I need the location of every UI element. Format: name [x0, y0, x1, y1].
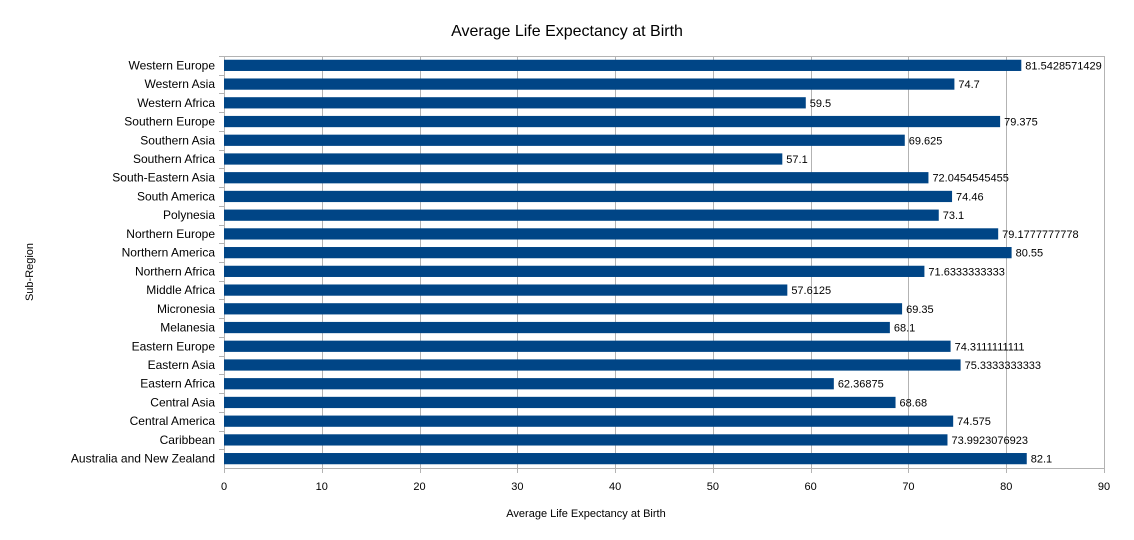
- y-axis-title: Sub-Region: [24, 243, 36, 301]
- bar: [224, 284, 788, 296]
- category-label: Northern Africa: [135, 264, 215, 278]
- x-tick-label: 50: [707, 481, 719, 493]
- data-label: 74.3111111111: [955, 341, 1025, 353]
- plot-frame: [224, 56, 1105, 469]
- data-label: 57.1: [786, 154, 807, 166]
- data-label: 74.575: [957, 416, 991, 428]
- data-label: 69.35: [906, 304, 934, 316]
- bar: [224, 396, 896, 409]
- bar: [224, 97, 806, 109]
- category-label: Northern Europe: [126, 227, 215, 241]
- bar: [224, 359, 961, 371]
- data-label: 80.55: [1016, 248, 1044, 260]
- bar: [224, 378, 834, 390]
- data-label: 74.46: [956, 191, 984, 203]
- category-label: Middle Africa: [146, 283, 215, 297]
- category-label: Central Asia: [150, 395, 215, 409]
- data-label: 59.5: [810, 98, 831, 110]
- bar: [224, 78, 955, 90]
- data-label: 69.625: [909, 135, 943, 147]
- category-label: South America: [137, 189, 215, 203]
- data-label: 73.9923076923: [951, 435, 1027, 447]
- bar: [224, 59, 1022, 71]
- category-label: Western Africa: [137, 96, 215, 110]
- bars: [224, 59, 1027, 465]
- category-label: Southern Africa: [133, 152, 215, 166]
- category-label: Eastern Africa: [140, 377, 215, 391]
- category-label: Southern Asia: [140, 133, 215, 147]
- category-label: Melanesia: [160, 321, 215, 335]
- bar: [224, 303, 903, 315]
- bar: [224, 415, 954, 427]
- x-tick-label: 80: [1000, 481, 1012, 493]
- chart-title: Average Life Expectancy at Birth: [451, 23, 683, 40]
- bar: [224, 190, 953, 203]
- value-labels: 81.5428571429 74.7 59.5 79.375 69.625 57.1 72.…: [786, 60, 1101, 465]
- category-label: Southern Europe: [124, 115, 215, 129]
- bar: [224, 228, 999, 240]
- data-label: 74.7: [958, 79, 979, 91]
- category-label: Polynesia: [163, 208, 215, 222]
- bar: [224, 134, 905, 146]
- x-axis-ticks: 0 10 20 30 40 50 60 70 80 90: [221, 468, 1110, 493]
- category-labels: Western Europe Western Asia Western Africa…: [71, 56, 224, 466]
- data-label: 73.1: [943, 210, 964, 222]
- x-tick-label: 10: [316, 481, 328, 493]
- data-label: 62.36875: [838, 379, 884, 391]
- bar: [224, 115, 1001, 128]
- x-axis-title: Average Life Expectancy at Birth: [506, 508, 665, 520]
- x-tick-label: 60: [805, 481, 817, 493]
- bar: [224, 247, 1012, 259]
- category-label: Micronesia: [157, 302, 215, 316]
- data-label: 68.68: [900, 397, 928, 409]
- category-label: Northern America: [122, 246, 216, 260]
- x-tick-label: 20: [413, 481, 425, 493]
- x-tick-label: 70: [902, 481, 914, 493]
- data-label: 81.5428571429: [1025, 60, 1101, 72]
- bar: [224, 434, 948, 446]
- category-label: Western Asia: [145, 77, 216, 91]
- x-tick-label: 30: [511, 481, 523, 493]
- category-label: Eastern Asia: [148, 358, 216, 372]
- data-label: 68.1: [894, 323, 915, 335]
- category-label: Caribbean: [160, 433, 215, 447]
- data-label: 82.1: [1031, 454, 1052, 466]
- data-label: 71.6333333333: [928, 266, 1004, 278]
- x-tick-label: 40: [609, 481, 621, 493]
- data-label: 79.375: [1004, 117, 1038, 129]
- x-tick-label: 90: [1098, 481, 1110, 493]
- bar: [224, 153, 783, 165]
- x-tick-label: 0: [221, 481, 227, 493]
- category-label: South-Eastern Asia: [112, 171, 215, 185]
- bar: [224, 209, 939, 221]
- bar: [224, 340, 951, 352]
- category-label: Australia and New Zealand: [71, 452, 215, 466]
- bar: [224, 321, 890, 334]
- bar: [224, 172, 929, 184]
- data-label: 57.6125: [791, 285, 831, 297]
- data-label: 72.0454545455: [932, 173, 1008, 185]
- category-label: Eastern Europe: [132, 339, 216, 353]
- category-label: Central America: [130, 414, 216, 428]
- data-label: 75.3333333333: [965, 360, 1041, 372]
- data-label: 79.1777777778: [1002, 229, 1078, 241]
- category-label: Western Europe: [129, 58, 216, 72]
- bar: [224, 453, 1027, 465]
- bar: [224, 265, 925, 277]
